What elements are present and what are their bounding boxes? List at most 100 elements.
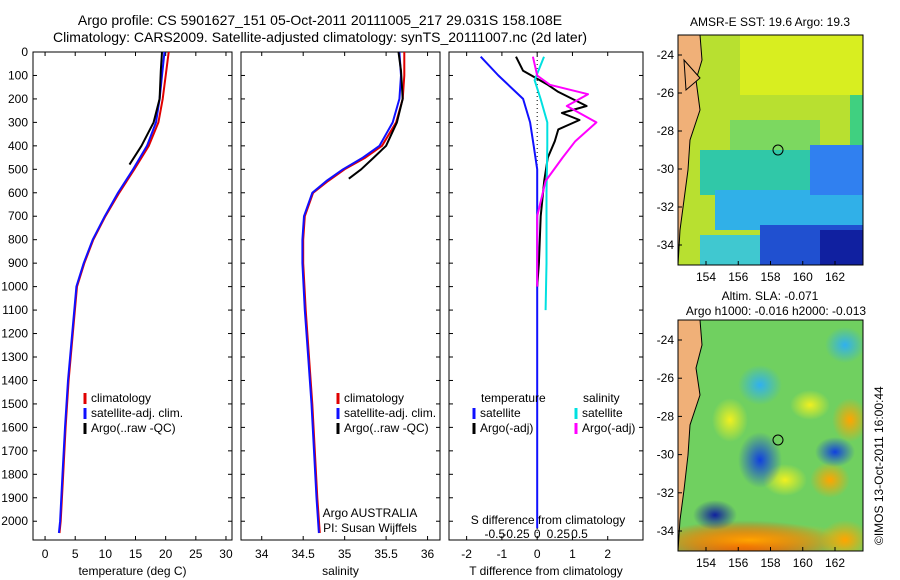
sst-y-tick-label: -32	[657, 200, 675, 214]
series-line-satellite-adj-clim-	[301, 51, 402, 534]
diff-temp-legend-label: satellite	[480, 406, 521, 420]
diff-x-tick-label: 2	[604, 547, 611, 561]
temp-x-label: temperature (deg C)	[78, 564, 186, 578]
temp-frame	[32, 51, 233, 541]
sla-y-tick-label: -24	[657, 333, 675, 347]
diff-frame	[448, 51, 644, 541]
series-line-salinity-satellite	[533, 56, 549, 311]
sal-x-tick-label: 34	[255, 547, 269, 561]
diff-temp-legend-label: Argo(-adj)	[480, 421, 533, 435]
diff-top-tick-label: 0.25	[547, 527, 571, 541]
depth-tick-label: 200	[8, 92, 28, 106]
sst-x-tick-label: 154	[696, 270, 716, 284]
sla-map-title-2: Argo h1000: -0.016 h2000: -0.013	[686, 304, 866, 318]
depth-tick-label: 2000	[1, 514, 28, 528]
temp-x-tick-label: 25	[189, 547, 203, 561]
sst-y-tick-label: -30	[657, 162, 675, 176]
sal-legend-label: satellite-adj. clim.	[344, 406, 436, 420]
sst-x-tick-label: 162	[825, 270, 845, 284]
temp-x-tick-label: 15	[129, 547, 143, 561]
sal-legend-label: climatology	[344, 391, 404, 405]
sla-x-tick-label: 160	[793, 556, 813, 570]
diff-sal-legend-label: satellite	[582, 406, 623, 420]
series-line-satellite-adj-clim-	[57, 51, 166, 534]
series-line-argo-raw-qc-	[128, 51, 163, 166]
sst-map-title: AMSR-E SST: 19.6 Argo: 19.3	[690, 15, 850, 29]
depth-tick-label: 900	[8, 256, 28, 270]
temp-x-tick-label: 5	[72, 547, 79, 561]
sal-x-tick-label: 34.5	[292, 547, 316, 561]
temp-legend-label: Argo(..raw -QC)	[91, 421, 176, 435]
sst-x-tick-label: 156	[728, 270, 748, 284]
diff-top-tick-label: -0.5	[485, 527, 506, 541]
sla-x-tick-label: 162	[825, 556, 845, 570]
diff-legend-temp-title: temperature	[481, 391, 546, 405]
depth-tick-label: 1300	[1, 350, 28, 364]
temp-legend-label: climatology	[91, 391, 151, 405]
sst-y-tick-label: -34	[657, 238, 675, 252]
depth-tick-label: 1600	[1, 420, 28, 434]
timestamp-label: ©IMOS 13-Oct-2011 16:00:44	[872, 386, 886, 545]
series-line-climatology	[302, 52, 406, 534]
diff-legend-sal-title: salinity	[583, 391, 620, 405]
sal-note-1: Argo AUSTRALIA	[323, 506, 418, 520]
depth-tick-label: 0	[21, 45, 28, 59]
diff-top-axis-label: S difference from climatology	[471, 513, 626, 527]
depth-tick-label: 1000	[1, 280, 28, 294]
sst-y-tick-label: -24	[657, 48, 675, 62]
diff-x-tick-label: 1	[569, 547, 576, 561]
sst-y-tick-label: -28	[657, 124, 675, 138]
series-line-argo-raw-qc-	[348, 51, 404, 180]
sla-x-tick-label: 154	[696, 556, 716, 570]
depth-tick-label: 100	[8, 68, 28, 82]
sal-note-2: PI: Susan Wijffels	[323, 521, 417, 535]
diff-top-tick-label: 0.5	[571, 527, 588, 541]
diff-sal-legend-label: Argo(-adj)	[582, 421, 635, 435]
temp-legend-label: satellite-adj. clim.	[91, 406, 183, 420]
temp-x-tick-label: 10	[99, 547, 113, 561]
sal-x-label: salinity	[322, 564, 359, 578]
temp-x-tick-label: 30	[219, 547, 233, 561]
sal-x-tick-label: 36	[421, 547, 435, 561]
diff-top-tick-label: -0.25	[502, 527, 530, 541]
diff-x-tick-label: -2	[461, 547, 472, 561]
depth-tick-label: 600	[8, 186, 28, 200]
sla-map-title-1: Altim. SLA: -0.071	[722, 289, 819, 303]
sst-x-tick-label: 160	[793, 270, 813, 284]
depth-tick-label: 1500	[1, 397, 28, 411]
temp-x-tick-label: 20	[159, 547, 173, 561]
depth-tick-label: 1800	[1, 467, 28, 481]
sal-legend-label: Argo(..raw -QC)	[344, 421, 429, 435]
sla-y-tick-label: -30	[657, 448, 675, 462]
sal-x-tick-label: 35.5	[374, 547, 398, 561]
diff-top-tick-label: 0	[534, 527, 541, 541]
depth-tick-label: 500	[8, 162, 28, 176]
sla-y-tick-label: -28	[657, 409, 675, 423]
diff-x-tick-label: -1	[497, 547, 508, 561]
diff-x-tick-label: 0	[534, 547, 541, 561]
header-line2: Climatology: CARS2009. Satellite-adjuste…	[52, 29, 588, 45]
depth-tick-label: 1100	[2, 303, 28, 317]
series-line-temperature-satellite	[479, 56, 539, 529]
sla-y-tick-label: -26	[657, 371, 675, 385]
header-line1: Argo profile: CS 5901627_151 05-Oct-2011…	[77, 12, 563, 28]
series-line-temperature-argo-adj-	[515, 56, 588, 287]
temp-x-tick-label: 0	[42, 547, 49, 561]
series-line-salinity-argo-adj-	[531, 56, 598, 287]
sla-x-tick-label: 158	[760, 556, 780, 570]
depth-tick-label: 1900	[1, 491, 28, 505]
depth-tick-label: 400	[8, 139, 28, 153]
depth-tick-label: 800	[8, 233, 28, 247]
sst-x-tick-label: 158	[760, 270, 780, 284]
depth-tick-label: 1200	[1, 327, 28, 341]
diff-x-label: T difference from climatology	[469, 564, 623, 578]
depth-tick-label: 1400	[1, 373, 28, 387]
sal-x-tick-label: 35	[338, 547, 352, 561]
depth-tick-label: 700	[8, 209, 28, 223]
depth-tick-label: 1700	[1, 444, 28, 458]
sla-x-tick-label: 156	[728, 556, 748, 570]
sla-y-tick-label: -32	[657, 486, 675, 500]
sst-y-tick-label: -26	[657, 86, 675, 100]
sla-y-tick-label: -34	[657, 524, 675, 538]
